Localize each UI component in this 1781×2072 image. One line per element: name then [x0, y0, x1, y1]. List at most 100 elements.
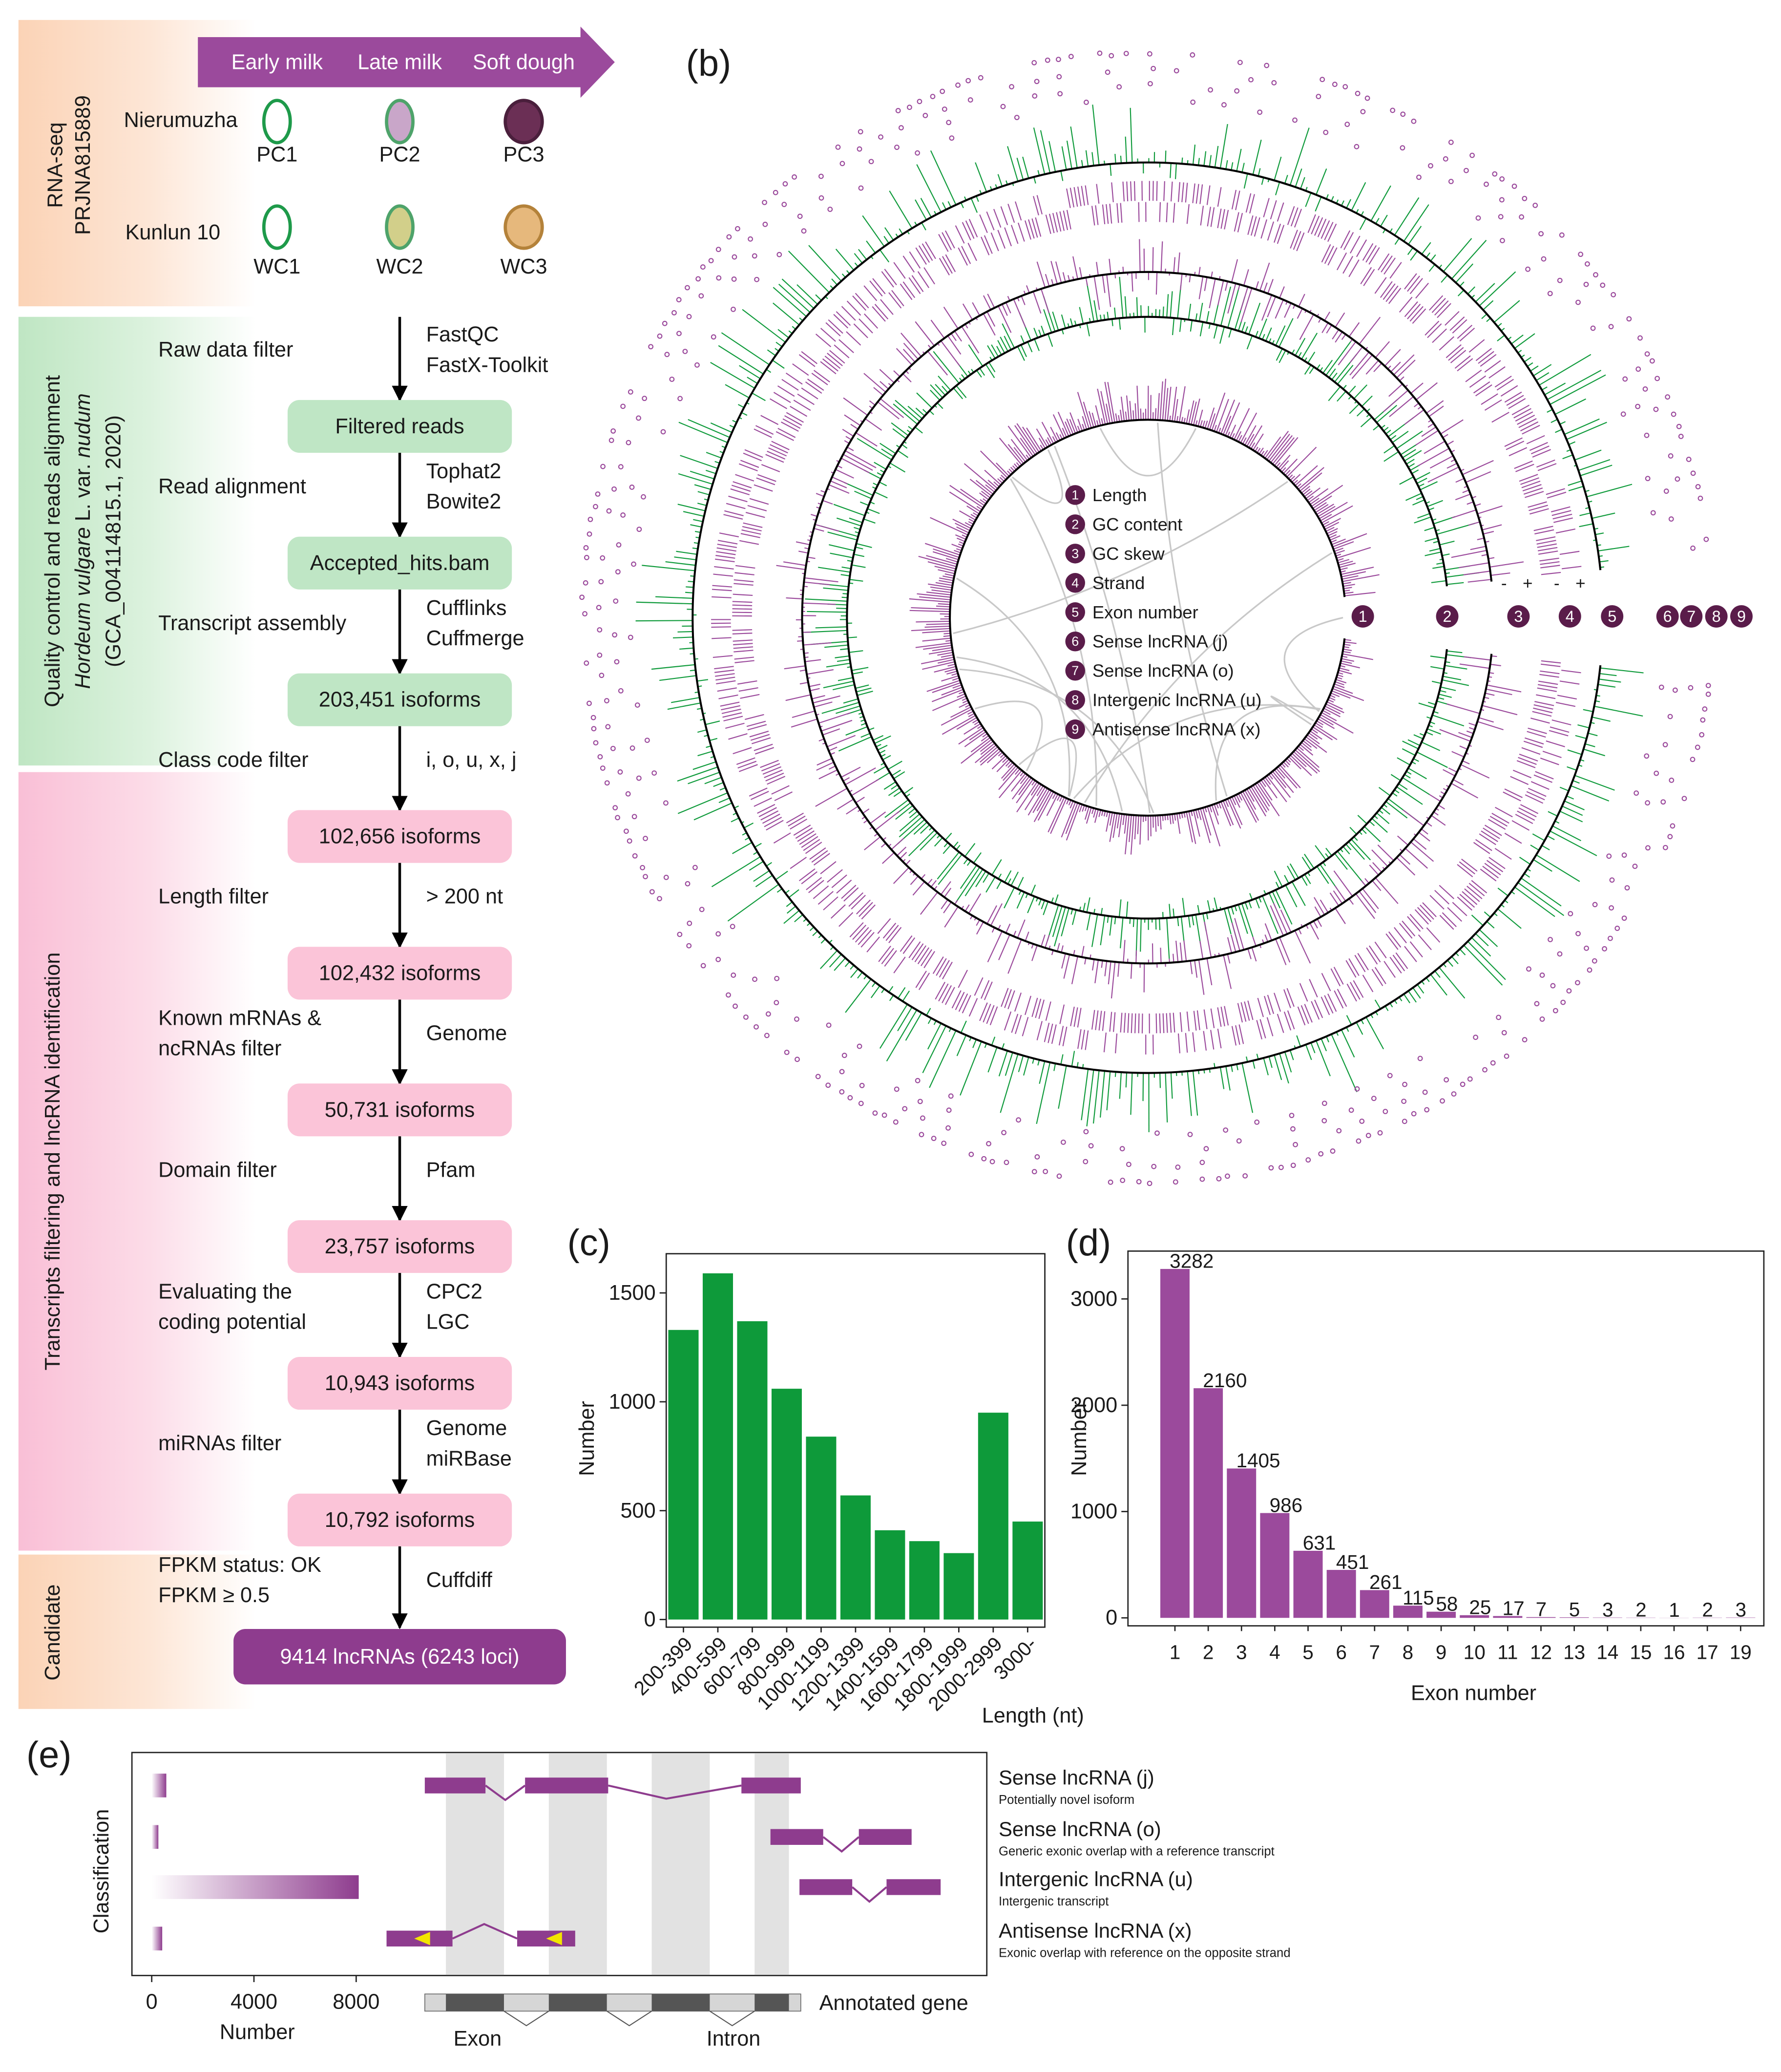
- gc-skew-bar: [998, 306, 1012, 333]
- chord: [956, 656, 1123, 812]
- exon-bar: [692, 761, 716, 770]
- gc-content-bar: [1301, 876, 1308, 886]
- gc-skew-bar: [1388, 383, 1403, 397]
- strand-bar: [989, 1006, 998, 1025]
- strand-bar: [923, 267, 935, 285]
- track-number: 1: [1359, 608, 1367, 625]
- gc-content-bar: [935, 384, 946, 396]
- lncrna-dot: [978, 75, 984, 81]
- strand-bar: [1550, 726, 1570, 733]
- plot-frame: [131, 1752, 988, 1976]
- tool-label: Tophat2: [426, 460, 502, 483]
- exon-bar: [1530, 845, 1540, 851]
- gc-skew-bar: [1390, 361, 1401, 373]
- strand-bar: [1365, 245, 1377, 263]
- lncrna-dot: [1703, 536, 1709, 542]
- length-bar: [1159, 815, 1162, 830]
- lncrna-dot: [1390, 107, 1396, 113]
- strand-bar: [749, 787, 768, 797]
- strand-bar: [1249, 194, 1255, 214]
- length-bar: [1091, 412, 1097, 427]
- lncrna-dot: [1402, 1119, 1407, 1124]
- chord: [1270, 696, 1314, 725]
- gc-skew-bar: [1364, 878, 1370, 884]
- gc-skew-bar: [855, 797, 865, 803]
- strand-bar: [1004, 227, 1012, 247]
- length-bar: [1030, 782, 1040, 796]
- lncrna-dot: [1532, 203, 1538, 208]
- strand-bar: [749, 730, 769, 738]
- strand-bar: [1414, 909, 1429, 925]
- length-bar: [967, 711, 974, 715]
- gc-content-bar: [996, 880, 1002, 889]
- strand-bar: [771, 785, 790, 795]
- strand-bar: [1048, 1023, 1053, 1043]
- gc-content-bar: [855, 684, 869, 689]
- length-bar: [970, 737, 991, 753]
- legend-marker: [1065, 514, 1085, 534]
- length-bar: [1082, 416, 1088, 430]
- length-bar: [952, 518, 972, 529]
- length-bar: [1050, 426, 1059, 442]
- exon-bar: [754, 843, 762, 848]
- length-bar: [1098, 809, 1101, 817]
- gc-content-bar: [1381, 806, 1390, 815]
- strand-bar: [1491, 813, 1509, 824]
- seed: [503, 99, 544, 145]
- length-bar: [944, 668, 957, 673]
- bar: [1393, 1606, 1423, 1618]
- gc-skew-bar: [1362, 888, 1379, 909]
- lncrna-dot: [1097, 50, 1103, 56]
- length-bar: [964, 723, 981, 735]
- length-bar: [996, 462, 1010, 477]
- length-bar: [964, 522, 973, 527]
- gc-content-bar: [1276, 348, 1283, 361]
- lncrna-dot: [893, 1119, 899, 1125]
- gc-skew-bar: [1092, 959, 1095, 971]
- lncrna-dot: [1290, 1163, 1296, 1168]
- lncrna-dot: [1448, 139, 1454, 145]
- strand-bar: [1368, 945, 1381, 963]
- exon-bar: [1125, 1072, 1128, 1088]
- strand-bar: [1217, 1007, 1222, 1027]
- length-bar: [1065, 803, 1078, 834]
- strand-bar: [1402, 920, 1416, 937]
- gc-skew-bar: [843, 777, 850, 782]
- lncrna-dot: [1575, 299, 1581, 305]
- strand-bar: [1555, 702, 1576, 707]
- length-bar: [1139, 815, 1142, 845]
- gc-content-bar: [938, 854, 963, 885]
- length-bar: [1304, 490, 1313, 497]
- lncrna-dot: [590, 715, 596, 720]
- lncrna-dot: [815, 1074, 821, 1079]
- exon-bar: [1536, 854, 1580, 882]
- gc-skew-bar: [1261, 295, 1272, 321]
- lncrna-dot: [1705, 683, 1711, 688]
- length-bar: [1001, 763, 1015, 779]
- gc-content-bar: [1140, 918, 1142, 952]
- bar: [771, 1389, 802, 1620]
- gc-skew-bar: [1013, 298, 1027, 328]
- gc-skew-bar: [1198, 276, 1204, 299]
- gc-skew-bar: [828, 484, 850, 494]
- result-label: 102,432 isoforms: [319, 961, 481, 985]
- legend-marker: [1065, 719, 1085, 740]
- gc-skew-bar: [1063, 954, 1070, 979]
- exon-bar: [1586, 484, 1633, 498]
- lncrna-dot: [1365, 1133, 1371, 1139]
- category-label: Antisense lncRNA (x): [999, 1919, 1192, 1942]
- strand-bar: [1066, 188, 1071, 209]
- exon-bar: [1412, 987, 1421, 999]
- gc-skew-bar: [1383, 390, 1409, 412]
- lncrna-dot: [1484, 181, 1489, 187]
- gc-content-bar: [1287, 866, 1296, 880]
- strand-bar: [1434, 889, 1450, 905]
- gc-content-bar: [908, 829, 935, 857]
- exon-bar: [1574, 775, 1615, 791]
- strand-bar: [825, 322, 841, 337]
- lncrna-dot: [610, 428, 616, 434]
- exon-bar: [1274, 1055, 1282, 1080]
- lncrna-dot: [1336, 1128, 1342, 1134]
- length-bar: [1244, 790, 1257, 810]
- gc-skew-bar: [1234, 918, 1244, 950]
